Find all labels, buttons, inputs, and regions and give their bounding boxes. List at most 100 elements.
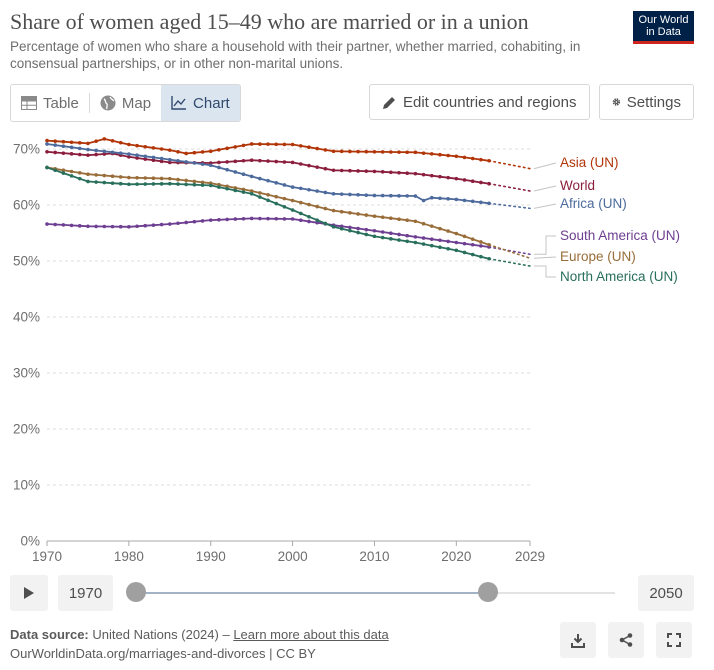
footer: Data source: United Nations (2024) – Lea… (10, 625, 389, 663)
data-point (348, 168, 352, 173)
fullscreen-button[interactable] (656, 622, 692, 658)
data-point (225, 167, 229, 172)
data-point (118, 175, 123, 179)
data-point (61, 168, 66, 172)
gear-icon (612, 98, 621, 106)
data-point (249, 142, 254, 146)
data-point (118, 224, 123, 229)
data-point (446, 175, 450, 180)
data-point (200, 180, 205, 185)
y-tick-label: 10% (13, 478, 40, 493)
data-point (356, 149, 360, 154)
data-point (167, 222, 172, 226)
data-point (208, 218, 213, 222)
data-point (143, 182, 148, 186)
data-point (282, 160, 287, 164)
data-point (405, 150, 410, 155)
data-point (380, 230, 385, 234)
data-point (389, 216, 393, 221)
data-point (298, 144, 303, 148)
url-line: OurWorldinData.org/marriages-and-divorce… (10, 646, 316, 661)
data-point (151, 223, 156, 227)
data-point (462, 155, 467, 160)
data-point (86, 147, 90, 152)
data-point (372, 214, 377, 218)
download-button[interactable] (560, 622, 596, 658)
data-point (159, 156, 164, 161)
timeline-start-handle[interactable] (126, 582, 146, 602)
data-point (372, 169, 377, 174)
data-point (307, 187, 311, 192)
logo-line-1: Our World (638, 14, 689, 26)
timeline-end-handle[interactable] (478, 582, 498, 602)
data-point (397, 150, 401, 154)
data-point (348, 211, 352, 215)
data-point (364, 193, 369, 197)
learn-more-link[interactable]: Learn more about this data (233, 627, 389, 642)
data-point (454, 176, 459, 181)
projection-line (488, 202, 531, 210)
data-point (454, 248, 459, 253)
tab-map[interactable]: Map (90, 85, 161, 121)
edit-countries-button[interactable]: Edit countries and regions (369, 84, 590, 120)
data-point (413, 194, 418, 198)
timeline-start-year[interactable]: 1970 (58, 575, 113, 611)
data-point (479, 157, 483, 162)
data-point (397, 170, 401, 175)
timeline-track[interactable] (488, 592, 615, 594)
projection-line (488, 243, 531, 259)
data-point (438, 196, 442, 201)
chart-title: Share of women aged 15–49 who are marrie… (10, 9, 529, 34)
data-point (200, 162, 205, 166)
data-point (282, 204, 287, 209)
data-point (53, 150, 57, 155)
data-point (208, 183, 213, 188)
data-point (331, 225, 336, 229)
data-point (127, 182, 131, 187)
play-button[interactable] (10, 575, 48, 611)
data-point (167, 160, 172, 165)
owid-logo[interactable]: Our World in Data (633, 11, 694, 44)
data-point (389, 231, 393, 236)
x-tick-label: 1990 (196, 549, 226, 564)
data-point (241, 187, 246, 192)
projection-line (488, 159, 531, 170)
data-point (479, 240, 483, 244)
data-point (405, 194, 410, 198)
data-point (446, 229, 450, 233)
data-point (69, 174, 74, 178)
timeline-track-selected[interactable] (136, 592, 488, 594)
data-point (421, 172, 426, 177)
data-point (69, 140, 74, 145)
data-point (184, 160, 188, 164)
y-tick-label: 70% (13, 142, 40, 157)
data-point (380, 193, 385, 198)
tab-chart-label: Chart (193, 94, 230, 112)
share-button[interactable] (608, 622, 644, 658)
data-point (241, 190, 246, 194)
data-point (397, 238, 401, 242)
label-connector (534, 265, 556, 278)
data-point (429, 152, 434, 156)
data-point (421, 198, 426, 203)
data-point (69, 145, 74, 150)
data-point (135, 156, 139, 160)
data-point (127, 152, 131, 156)
data-point (274, 181, 279, 185)
data-point (446, 197, 450, 201)
tab-table[interactable]: Table (11, 85, 89, 121)
data-point (233, 159, 238, 164)
timeline-end-year[interactable]: 2050 (638, 575, 694, 611)
data-point (167, 148, 172, 152)
data-point (45, 142, 49, 146)
tab-chart[interactable]: Chart (161, 85, 240, 121)
data-point (470, 242, 475, 247)
data-point (307, 219, 311, 224)
data-point (470, 199, 475, 204)
data-point (380, 150, 385, 154)
data-point (298, 218, 303, 223)
data-point (339, 168, 344, 173)
settings-button[interactable]: Settings (599, 84, 694, 120)
data-point (118, 140, 123, 145)
data-point (274, 201, 279, 206)
